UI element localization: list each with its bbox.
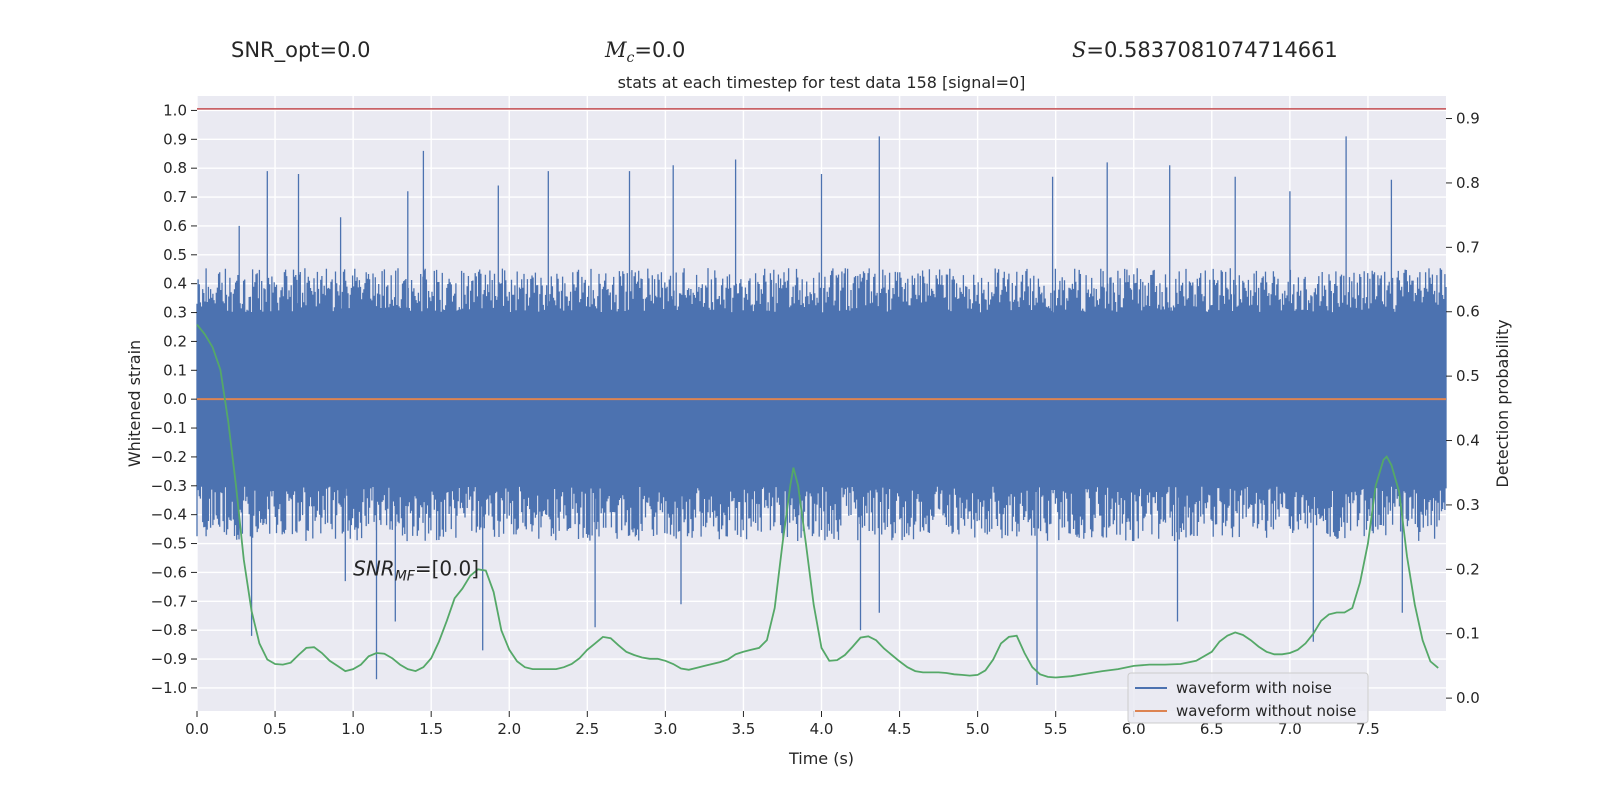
- y-tick-label: −0.1: [151, 419, 187, 437]
- y2-axis-label: Detection probability: [1493, 319, 1512, 487]
- chirp-mass-header: Mc=0.0: [605, 38, 685, 66]
- y-tick-label: 0.2: [163, 332, 187, 350]
- chirp-mass-value: =0.0: [634, 38, 686, 62]
- y-tick-label: 0.3: [163, 304, 187, 322]
- y-tick-label: −0.4: [151, 506, 187, 524]
- x-tick-label: 0.0: [185, 720, 209, 738]
- y-axis-label: Whitened strain: [125, 340, 144, 467]
- y2-tick-label: 0.2: [1456, 560, 1480, 578]
- score-value: =0.5837081074714661: [1086, 38, 1338, 62]
- y-tick-label: 0.4: [163, 275, 187, 293]
- legend-label-noise: waveform with noise: [1176, 679, 1332, 697]
- chart-title: stats at each timestep for test data 158…: [618, 73, 1026, 92]
- chirp-mass-subscript: c: [626, 50, 635, 67]
- legend-box: [1127, 672, 1369, 724]
- y-tick-label: 0.7: [163, 188, 187, 206]
- right-y-ticks: 0.9 0.8 0.7 0.6 0.5 0.4 0.3 0.2 0.1 0.0: [1446, 110, 1480, 707]
- x-tick-label: 0.5: [263, 720, 287, 738]
- score-header: S=0.5837081074714661: [1072, 38, 1338, 62]
- y2-tick-label: 0.9: [1456, 110, 1480, 128]
- x-tick-label: 1.0: [341, 720, 365, 738]
- snr-mf-symbol: SNR: [353, 556, 395, 580]
- x-ticks: 0.0 0.5 1.0 1.5 2.0 2.5 3.0 3.5 4.0 4.5 5.0 5.5 6.0 6…: [185, 711, 1380, 738]
- y2-tick-label: 0.7: [1456, 238, 1480, 256]
- x-tick-label: 4.5: [888, 720, 912, 738]
- legend-label-clean: waveform without noise: [1176, 702, 1356, 720]
- y-tick-label: 0.5: [163, 246, 187, 264]
- y-tick-label: −1.0: [151, 679, 187, 697]
- left-y-ticks: 1.0 0.9 0.8 0.7 0.6 0.5 0.4 0.3 0.2 0.1 0.0 −0.1 −0.…: [151, 101, 197, 697]
- y-tick-label: 1.0: [163, 101, 187, 119]
- noise-waveform: [196, 136, 1447, 685]
- y-tick-label: 0.1: [163, 361, 187, 379]
- x-tick-label: 5.0: [966, 720, 990, 738]
- snr-opt-header: SNR_opt=0.0: [231, 38, 371, 62]
- x-tick-label: 3.5: [732, 720, 756, 738]
- x-tick-label: 4.0: [810, 720, 834, 738]
- x-tick-label: 1.5: [419, 720, 443, 738]
- y-tick-label: 0.6: [163, 217, 187, 235]
- x-tick-label: 3.0: [653, 720, 677, 738]
- y2-tick-label: 0.0: [1456, 689, 1480, 707]
- x-tick-label: 2.0: [497, 720, 521, 738]
- y2-tick-label: 0.5: [1456, 367, 1480, 385]
- noise-waveform-path: [196, 136, 1447, 685]
- detection-probability-line: [196, 324, 1439, 679]
- y-tick-label: −0.7: [151, 592, 187, 610]
- y2-tick-label: 0.3: [1456, 496, 1480, 514]
- y-tick-label: 0.0: [163, 390, 187, 408]
- x-tick-label: 6.0: [1122, 720, 1146, 738]
- y-tick-label: −0.6: [151, 563, 187, 581]
- y-tick-label: −0.5: [151, 535, 187, 553]
- x-tick-label: 7.0: [1278, 720, 1302, 738]
- x-tick-label: 5.5: [1044, 720, 1068, 738]
- y-tick-label: 0.8: [163, 159, 187, 177]
- y-tick-label: −0.2: [151, 448, 187, 466]
- y-tick-label: 0.9: [163, 130, 187, 148]
- snr-mf-annotation: SNRMF=[0.0]: [353, 556, 479, 584]
- snr-mf-subscript: MF: [395, 568, 416, 584]
- legend: waveform with noise waveform without noi…: [1127, 672, 1369, 724]
- x-tick-label: 2.5: [575, 720, 599, 738]
- x-tick-label: 6.5: [1200, 720, 1224, 738]
- snr-mf-value: =[0.0]: [415, 556, 479, 580]
- x-axis-label: Time (s): [788, 749, 854, 768]
- y-tick-label: −0.9: [151, 650, 187, 668]
- y-tick-label: −0.8: [151, 621, 187, 639]
- y2-tick-label: 0.6: [1456, 303, 1480, 321]
- y2-tick-label: 0.1: [1456, 625, 1480, 643]
- score-symbol: S: [1072, 38, 1087, 62]
- chirp-mass-symbol: M: [605, 38, 627, 62]
- y-tick-label: −0.3: [151, 477, 187, 495]
- y2-tick-label: 0.8: [1456, 174, 1480, 192]
- y2-tick-label: 0.4: [1456, 432, 1480, 450]
- x-tick-label: 7.5: [1356, 720, 1380, 738]
